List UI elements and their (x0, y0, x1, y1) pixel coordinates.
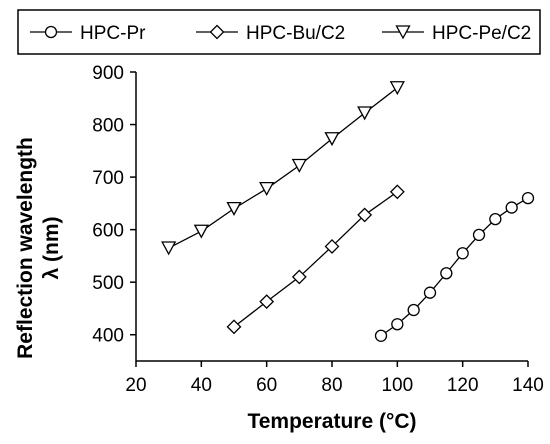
data-point (161, 241, 177, 256)
y-axis-label-line2: λ (nm) (40, 217, 63, 280)
data-point (521, 191, 535, 205)
data-point (456, 247, 469, 260)
data-point (324, 239, 340, 254)
data-point (357, 207, 373, 223)
y-tick-label: 500 (92, 273, 124, 294)
y-tick-label: 400 (92, 326, 124, 347)
y-tick-label: 900 (92, 63, 124, 84)
data-point (391, 318, 404, 331)
data-point (489, 212, 502, 226)
data-point (324, 132, 340, 147)
legend-label: HPC-Pe/C2 (432, 23, 531, 44)
data-point (226, 201, 242, 216)
y-axis-label-line1: Reflection wavelength (14, 137, 37, 359)
y-tick-label: 700 (92, 168, 124, 189)
legend-box (17, 9, 541, 55)
legend-marker (44, 25, 58, 39)
data-point (259, 182, 275, 197)
legend-item-1: HPC-Bu/C2 (196, 23, 345, 44)
data-point (407, 303, 420, 317)
legend-marker (395, 25, 411, 40)
x-axis-label: Temperature (°C) (247, 410, 416, 433)
data-point (505, 201, 518, 214)
data-point (193, 224, 209, 239)
data-point (472, 228, 486, 242)
x-tick-label: 140 (512, 375, 544, 396)
x-tick-label: 120 (447, 375, 479, 396)
series-2 (161, 81, 405, 256)
x-tick-label: 60 (256, 375, 277, 396)
y-tick-label: 600 (92, 221, 124, 242)
x-tick-label: 40 (191, 375, 212, 396)
x-tick-label: 20 (125, 375, 146, 396)
plot-area: 20 40 60 80 100 120 140 400 500 600 700 800 900 (92, 63, 544, 396)
legend-label: HPC-Pr (80, 23, 146, 44)
legend-item-2: HPC-Pe/C2 (382, 23, 531, 44)
y-tick-label: 800 (92, 116, 124, 137)
data-point (389, 81, 405, 96)
data-point (374, 329, 388, 342)
data-point (423, 286, 437, 299)
series-0 (374, 191, 535, 342)
data-point (291, 269, 307, 285)
data-point (440, 267, 453, 280)
data-point (389, 184, 405, 200)
legend-item-0: HPC-Pr (30, 23, 146, 44)
data-point (226, 319, 242, 335)
data-point (259, 294, 275, 310)
data-point (357, 106, 373, 121)
legend: HPC-Pr HPC-Bu/C2 HPC-Pe/C2 (17, 9, 541, 55)
series-line (380, 197, 529, 337)
legend-marker (209, 24, 225, 40)
data-point (291, 158, 307, 173)
series-1 (226, 184, 405, 335)
series-line (233, 191, 398, 328)
x-tick-label: 80 (321, 375, 342, 396)
legend-label: HPC-Bu/C2 (246, 23, 345, 44)
x-tick-label: 100 (381, 375, 413, 396)
